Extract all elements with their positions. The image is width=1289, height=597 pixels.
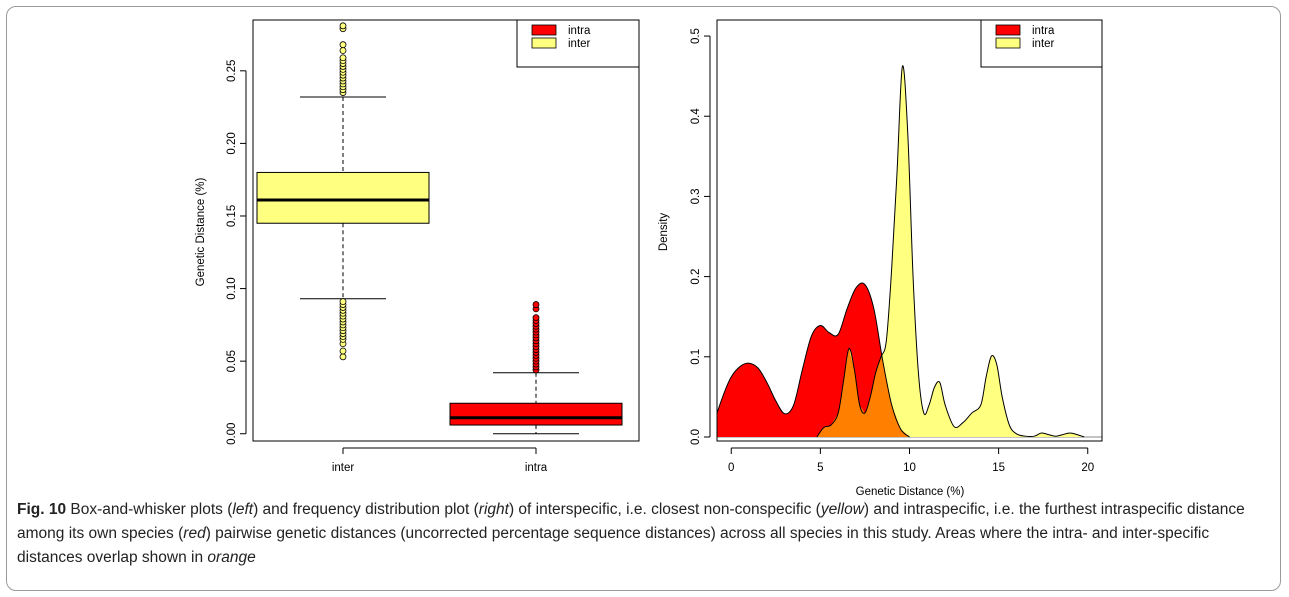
caption-text: ) and intraspecific, i.e. the furthest i… [17,501,1245,542]
boxplot-legend-swatch [531,24,557,36]
boxplot-ylabel: Genetic Distance (%) [195,178,207,287]
boxplot-x-tick-label: intra [525,462,548,474]
caption-text: ) pairwise genetic distances (uncorrecte… [17,525,1210,566]
density-xlabel: Genetic Distance (%) [856,486,965,498]
density-legend-swatch [995,24,1021,36]
caption-figure-label: Fig. 10 [17,501,67,518]
density-y-tick-label: 0.3 [690,188,702,204]
density-legend-swatch [995,37,1021,49]
boxplot-x-tick-label: inter [332,462,355,474]
boxplot-legend-label: intra [568,25,591,37]
boxplot-y-tick-label: 0.10 [226,277,238,299]
density-ylabel: Density [658,213,670,252]
density-line-intra [717,282,910,438]
density-y-tick-label: 0.2 [690,269,702,285]
density-x-tick-label: 0 [728,462,734,474]
caption-text: Box-and-whisker plots ( [66,501,233,518]
caption-emphasis: right [478,501,509,518]
box-outlier [339,47,347,54]
boxplot-plot-frame [252,19,640,442]
density-x-axis: 0 5 10 15 20 [728,447,1094,474]
density-legend-label: intra [1032,25,1055,37]
box-intra [449,301,623,435]
boxplot-y-tick-label: 0.25 [226,60,238,82]
density-area-intra [717,283,910,437]
caption-emphasis: left [232,501,254,518]
caption-text: ) and frequency distribution plot ( [253,501,479,518]
box-iqr [449,402,623,426]
density-plot-frame [716,19,1103,442]
density-legend-label: inter [1032,38,1055,50]
density-x-tick-label: 10 [903,462,916,474]
caption-emphasis: orange [207,549,256,566]
figure-frame [6,6,1281,591]
density-panel: 0.0 0.1 0.2 0.3 0.4 0.5 0 5 10 15 20 Density Gene… [658,19,1103,498]
boxplot-y-tick-label: 0.20 [226,132,238,154]
density-marks [717,65,1102,438]
box-outlier [532,314,540,322]
boxplot-marks [256,22,623,435]
caption-emphasis: red [183,525,206,542]
box-outlier [339,41,347,49]
boxplot-y-tick-label: 0.00 [226,423,238,445]
caption-text: ) of interspecific, i.e. closest non-con… [508,501,821,518]
density-line-inter [816,65,1085,438]
boxplot-legend-label: inter [568,38,591,50]
box-outlier [339,22,347,30]
box-outlier [339,298,347,306]
boxplot-x-axis: inter intra [332,447,548,474]
density-x-tick-label: 5 [817,462,823,474]
figure-caption: Fig. 10 Box-and-whisker plots (left) and… [17,498,1272,570]
boxplot-y-tick-label: 0.05 [226,350,238,372]
box-outlier [339,54,347,62]
density-x-tick-label: 20 [1081,462,1094,474]
density-y-tick-label: 0.4 [690,108,702,125]
boxplot-y-tick-label: 0.15 [226,205,238,227]
density-y-tick-label: 0.0 [690,429,702,445]
boxplot-legend-swatch [531,37,557,49]
density-overlap-area [816,348,910,437]
density-x-tick-label: 15 [992,462,1005,474]
density-y-axis: 0.0 0.1 0.2 0.3 0.4 0.5 [690,28,711,445]
box-outlier [339,347,347,355]
box-outlier [532,301,540,308]
box-inter [256,22,430,361]
boxplot-panel: 0.000.050.100.150.200.25 inter intra Gene… [195,19,640,474]
box-outlier [339,353,347,361]
box-iqr [256,171,430,224]
caption-emphasis: yellow [820,501,864,518]
boxplot-y-axis: 0.00 0.05 0.10 0.15 0.20 0.25 [226,60,247,445]
density-y-tick-label: 0.1 [690,349,702,365]
density-y-tick-label: 0.5 [690,28,702,44]
